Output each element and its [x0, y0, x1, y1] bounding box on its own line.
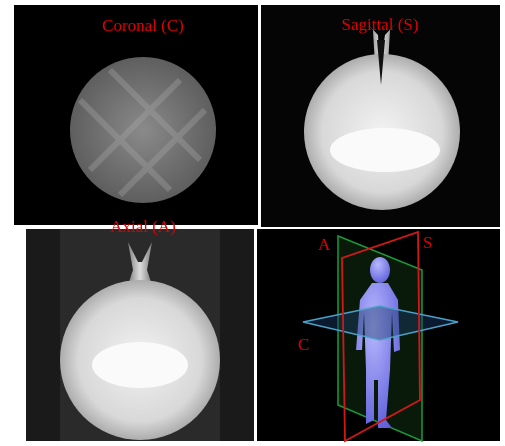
- plane-label: C: [298, 335, 309, 354]
- figure: Coronal (C) Sagittal (S) Axial (A) A S C: [0, 0, 505, 446]
- panel-label: Axial (A): [110, 217, 176, 236]
- axial-panel: Axial (A): [26, 217, 254, 441]
- coronal-panel: Coronal (C): [14, 5, 258, 225]
- plane-label: A: [318, 235, 331, 254]
- sagittal-panel: Sagittal (S): [261, 5, 500, 227]
- panel-label: Coronal (C): [102, 16, 184, 35]
- plane-label: S: [423, 233, 432, 252]
- plane-diagram: A S C: [257, 229, 500, 441]
- panel-label: Sagittal (S): [342, 15, 419, 34]
